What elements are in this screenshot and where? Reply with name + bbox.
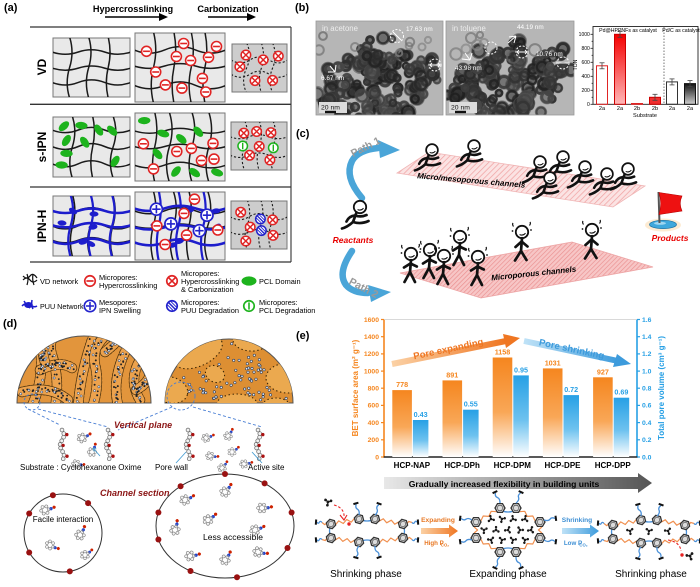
svg-text:1158: 1158 xyxy=(495,347,511,356)
svg-text:Hypercrosslinking: Hypercrosslinking xyxy=(93,4,173,14)
svg-text:Carbonization: Carbonization xyxy=(197,4,259,14)
svg-text:2a: 2a xyxy=(599,106,606,112)
svg-text:1000: 1000 xyxy=(579,32,590,38)
svg-text:in toluene: in toluene xyxy=(452,24,486,33)
svg-text:Path 1: Path 1 xyxy=(349,135,383,160)
svg-text:0.72: 0.72 xyxy=(564,385,578,394)
svg-text:IPN Swelling: IPN Swelling xyxy=(99,306,141,315)
svg-text:1400: 1400 xyxy=(364,334,379,341)
svg-text:Active site: Active site xyxy=(248,463,285,472)
svg-text:2a: 2a xyxy=(669,106,676,112)
svg-text:HCP-DPP: HCP-DPP xyxy=(595,461,632,470)
svg-text:Shrinking phase: Shrinking phase xyxy=(330,569,402,580)
svg-text:6.67 nm: 6.67 nm xyxy=(321,75,344,82)
svg-text:Expanding: Expanding xyxy=(421,517,455,524)
svg-text:& Carbonization: & Carbonization xyxy=(181,285,234,294)
svg-text:(a): (a) xyxy=(4,2,18,14)
svg-text:Substrate: Substrate xyxy=(633,113,657,119)
svg-text:600: 600 xyxy=(581,60,590,66)
svg-text:Shrinking: Shrinking xyxy=(562,517,592,524)
svg-text:HCP-DPh: HCP-DPh xyxy=(444,461,480,470)
svg-text:VD: VD xyxy=(35,58,49,75)
svg-text:0.95: 0.95 xyxy=(514,365,528,374)
svg-text:2b: 2b xyxy=(634,106,640,112)
svg-text:Vertical plane: Vertical plane xyxy=(114,420,172,430)
svg-text:17.63 nm: 17.63 nm xyxy=(406,26,433,33)
svg-text:0.0: 0.0 xyxy=(642,454,652,461)
svg-text:PCL Degradation: PCL Degradation xyxy=(259,306,315,315)
svg-text:Shrinking phase: Shrinking phase xyxy=(615,569,687,580)
svg-text:CO₂: CO₂ xyxy=(579,543,587,548)
svg-text:Pd/C as catalyst: Pd/C as catalyst xyxy=(662,28,700,34)
svg-text:Path 2: Path 2 xyxy=(347,276,381,301)
svg-text:200: 200 xyxy=(581,88,590,94)
svg-text:Pd@HPPNFs as catalyst: Pd@HPPNFs as catalyst xyxy=(599,28,657,34)
svg-text:1.0: 1.0 xyxy=(642,368,652,375)
svg-text:10.76 nm: 10.76 nm xyxy=(536,51,563,58)
svg-text:20 nm: 20 nm xyxy=(451,105,470,112)
svg-text:800: 800 xyxy=(581,46,590,52)
svg-text:0: 0 xyxy=(587,102,590,108)
svg-text:VD network: VD network xyxy=(40,277,79,286)
svg-text:Products: Products xyxy=(652,233,689,243)
svg-text:800: 800 xyxy=(368,386,380,393)
svg-text:(d): (d) xyxy=(3,318,17,330)
svg-text:44.19 nm: 44.19 nm xyxy=(517,24,544,31)
svg-text:Substrate : Cyclohexanone Oxim: Substrate : Cyclohexanone Oxime xyxy=(20,463,142,472)
svg-text:Pore wall: Pore wall xyxy=(155,463,188,472)
svg-text:2a: 2a xyxy=(617,106,624,112)
svg-text:CO₂: CO₂ xyxy=(441,543,449,548)
svg-text:891: 891 xyxy=(446,370,458,379)
svg-text:Expanding phase: Expanding phase xyxy=(469,569,547,580)
svg-text:778: 778 xyxy=(396,380,408,389)
svg-text:PUU Network: PUU Network xyxy=(40,302,84,311)
svg-text:Pore expanding: Pore expanding xyxy=(412,337,484,363)
svg-text:2b: 2b xyxy=(652,106,658,112)
svg-text:600: 600 xyxy=(368,403,380,410)
svg-text:1.2: 1.2 xyxy=(642,351,652,358)
svg-text:1.4: 1.4 xyxy=(642,334,652,341)
svg-text:0.43: 0.43 xyxy=(414,410,428,419)
svg-text:1000: 1000 xyxy=(364,368,379,375)
svg-text:400: 400 xyxy=(581,74,590,80)
svg-text:HCP-DPM: HCP-DPM xyxy=(494,461,532,470)
svg-text:0.8: 0.8 xyxy=(642,386,652,393)
svg-text:BET surface area (m² g⁻¹): BET surface area (m² g⁻¹) xyxy=(351,339,360,436)
svg-text:1.6: 1.6 xyxy=(642,317,652,324)
svg-text:in acetone: in acetone xyxy=(322,24,358,33)
svg-text:0.6: 0.6 xyxy=(642,403,652,410)
svg-text:1600: 1600 xyxy=(364,317,379,324)
svg-text:HCP-NAP: HCP-NAP xyxy=(394,461,431,470)
svg-text:Reactants: Reactants xyxy=(333,235,374,245)
svg-text:TON: TON xyxy=(573,59,579,70)
svg-text:Total pore volume (cm³ g⁻¹): Total pore volume (cm³ g⁻¹) xyxy=(657,336,666,440)
svg-text:20 nm: 20 nm xyxy=(321,105,340,112)
svg-text:(b): (b) xyxy=(295,2,309,14)
svg-text:1200: 1200 xyxy=(364,351,379,358)
svg-text:0.55: 0.55 xyxy=(464,400,478,409)
svg-text:400: 400 xyxy=(368,420,380,427)
svg-text:IPN-H: IPN-H xyxy=(35,210,49,243)
svg-text:PCL Domain: PCL Domain xyxy=(259,277,301,286)
svg-text:Facile interaction: Facile interaction xyxy=(33,515,93,524)
svg-text:0: 0 xyxy=(375,454,379,461)
svg-text:Gradually increased flexibilit: Gradually increased flexibility in build… xyxy=(409,479,600,489)
svg-text:Hypercrosslinking: Hypercrosslinking xyxy=(99,281,157,290)
svg-text:2a: 2a xyxy=(687,106,694,112)
svg-text:s-IPN: s-IPN xyxy=(35,132,49,163)
svg-text:0.69: 0.69 xyxy=(614,388,628,397)
svg-text:HCP-DPE: HCP-DPE xyxy=(544,461,581,470)
svg-text:PUU Degradation: PUU Degradation xyxy=(181,306,239,315)
svg-text:200: 200 xyxy=(368,437,380,444)
svg-text:Channel section: Channel section xyxy=(100,488,170,498)
svg-text:927: 927 xyxy=(597,367,609,376)
svg-text:0.2: 0.2 xyxy=(642,437,652,444)
svg-text:(e): (e) xyxy=(296,330,310,342)
svg-text:1031: 1031 xyxy=(545,358,561,367)
svg-text:43.98 nm: 43.98 nm xyxy=(455,65,482,72)
svg-text:0.4: 0.4 xyxy=(642,420,652,427)
svg-text:(c): (c) xyxy=(296,128,310,140)
